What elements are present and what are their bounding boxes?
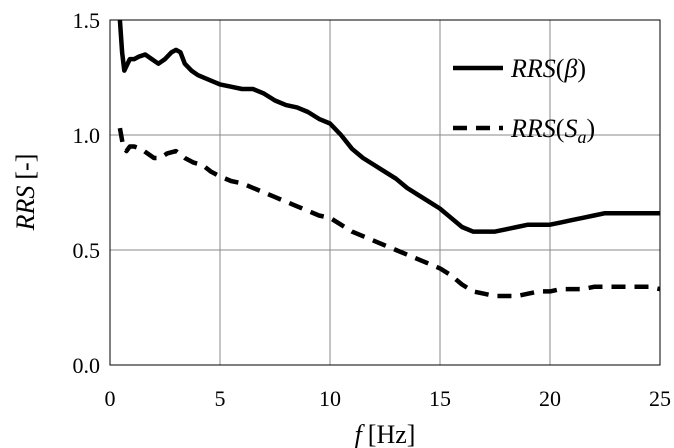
x-tick-label: 5 — [215, 386, 226, 411]
y-axis-var: RRS — [11, 186, 40, 232]
y-tick-label: 0.0 — [73, 353, 101, 378]
x-axis-title: f [Hz] — [355, 420, 416, 448]
series-lines — [117, 20, 660, 299]
x-axis-var: f — [355, 420, 366, 448]
x-tick-label: 25 — [649, 386, 671, 411]
legend-2-close: ) — [586, 114, 595, 143]
plot-frame — [109, 19, 661, 366]
legend-label-series-1: RRS(β) — [510, 54, 586, 83]
x-grid-lines — [219, 20, 551, 365]
legend-2-arg: S — [564, 114, 577, 143]
legend-label-series-2: RRS(Sa) — [510, 114, 595, 147]
x-tick-label: 20 — [539, 386, 561, 411]
legend-1-arg: β — [563, 54, 577, 83]
x-tick-label: 10 — [319, 386, 341, 411]
legend: RRS(β) RRS(Sa) — [453, 54, 595, 147]
y-grid-lines — [110, 134, 660, 251]
legend-2-base: RRS — [510, 114, 556, 143]
x-axis-unit: [Hz] — [368, 420, 416, 448]
x-tick-label: 15 — [429, 386, 451, 411]
series-line-1 — [117, 20, 660, 234]
y-axis-unit: [-] — [11, 154, 40, 180]
y-tick-label: 1.5 — [73, 8, 101, 33]
legend-1-open: ( — [556, 54, 565, 83]
x-tick-labels: 0 5 10 15 20 25 — [105, 386, 672, 411]
y-tick-label: 1.0 — [73, 123, 101, 148]
x-tick-label: 0 — [105, 386, 116, 411]
legend-1-base: RRS — [510, 54, 556, 83]
series-line-2 — [117, 127, 660, 299]
legend-1-close: ) — [577, 54, 586, 83]
y-axis-title: RRS [-] — [11, 154, 40, 232]
legend-2-open: ( — [556, 114, 565, 143]
y-tick-labels: 0.0 0.5 1.0 1.5 — [73, 8, 101, 378]
legend-2-sub: a — [577, 127, 586, 147]
y-tick-label: 0.5 — [73, 238, 101, 263]
